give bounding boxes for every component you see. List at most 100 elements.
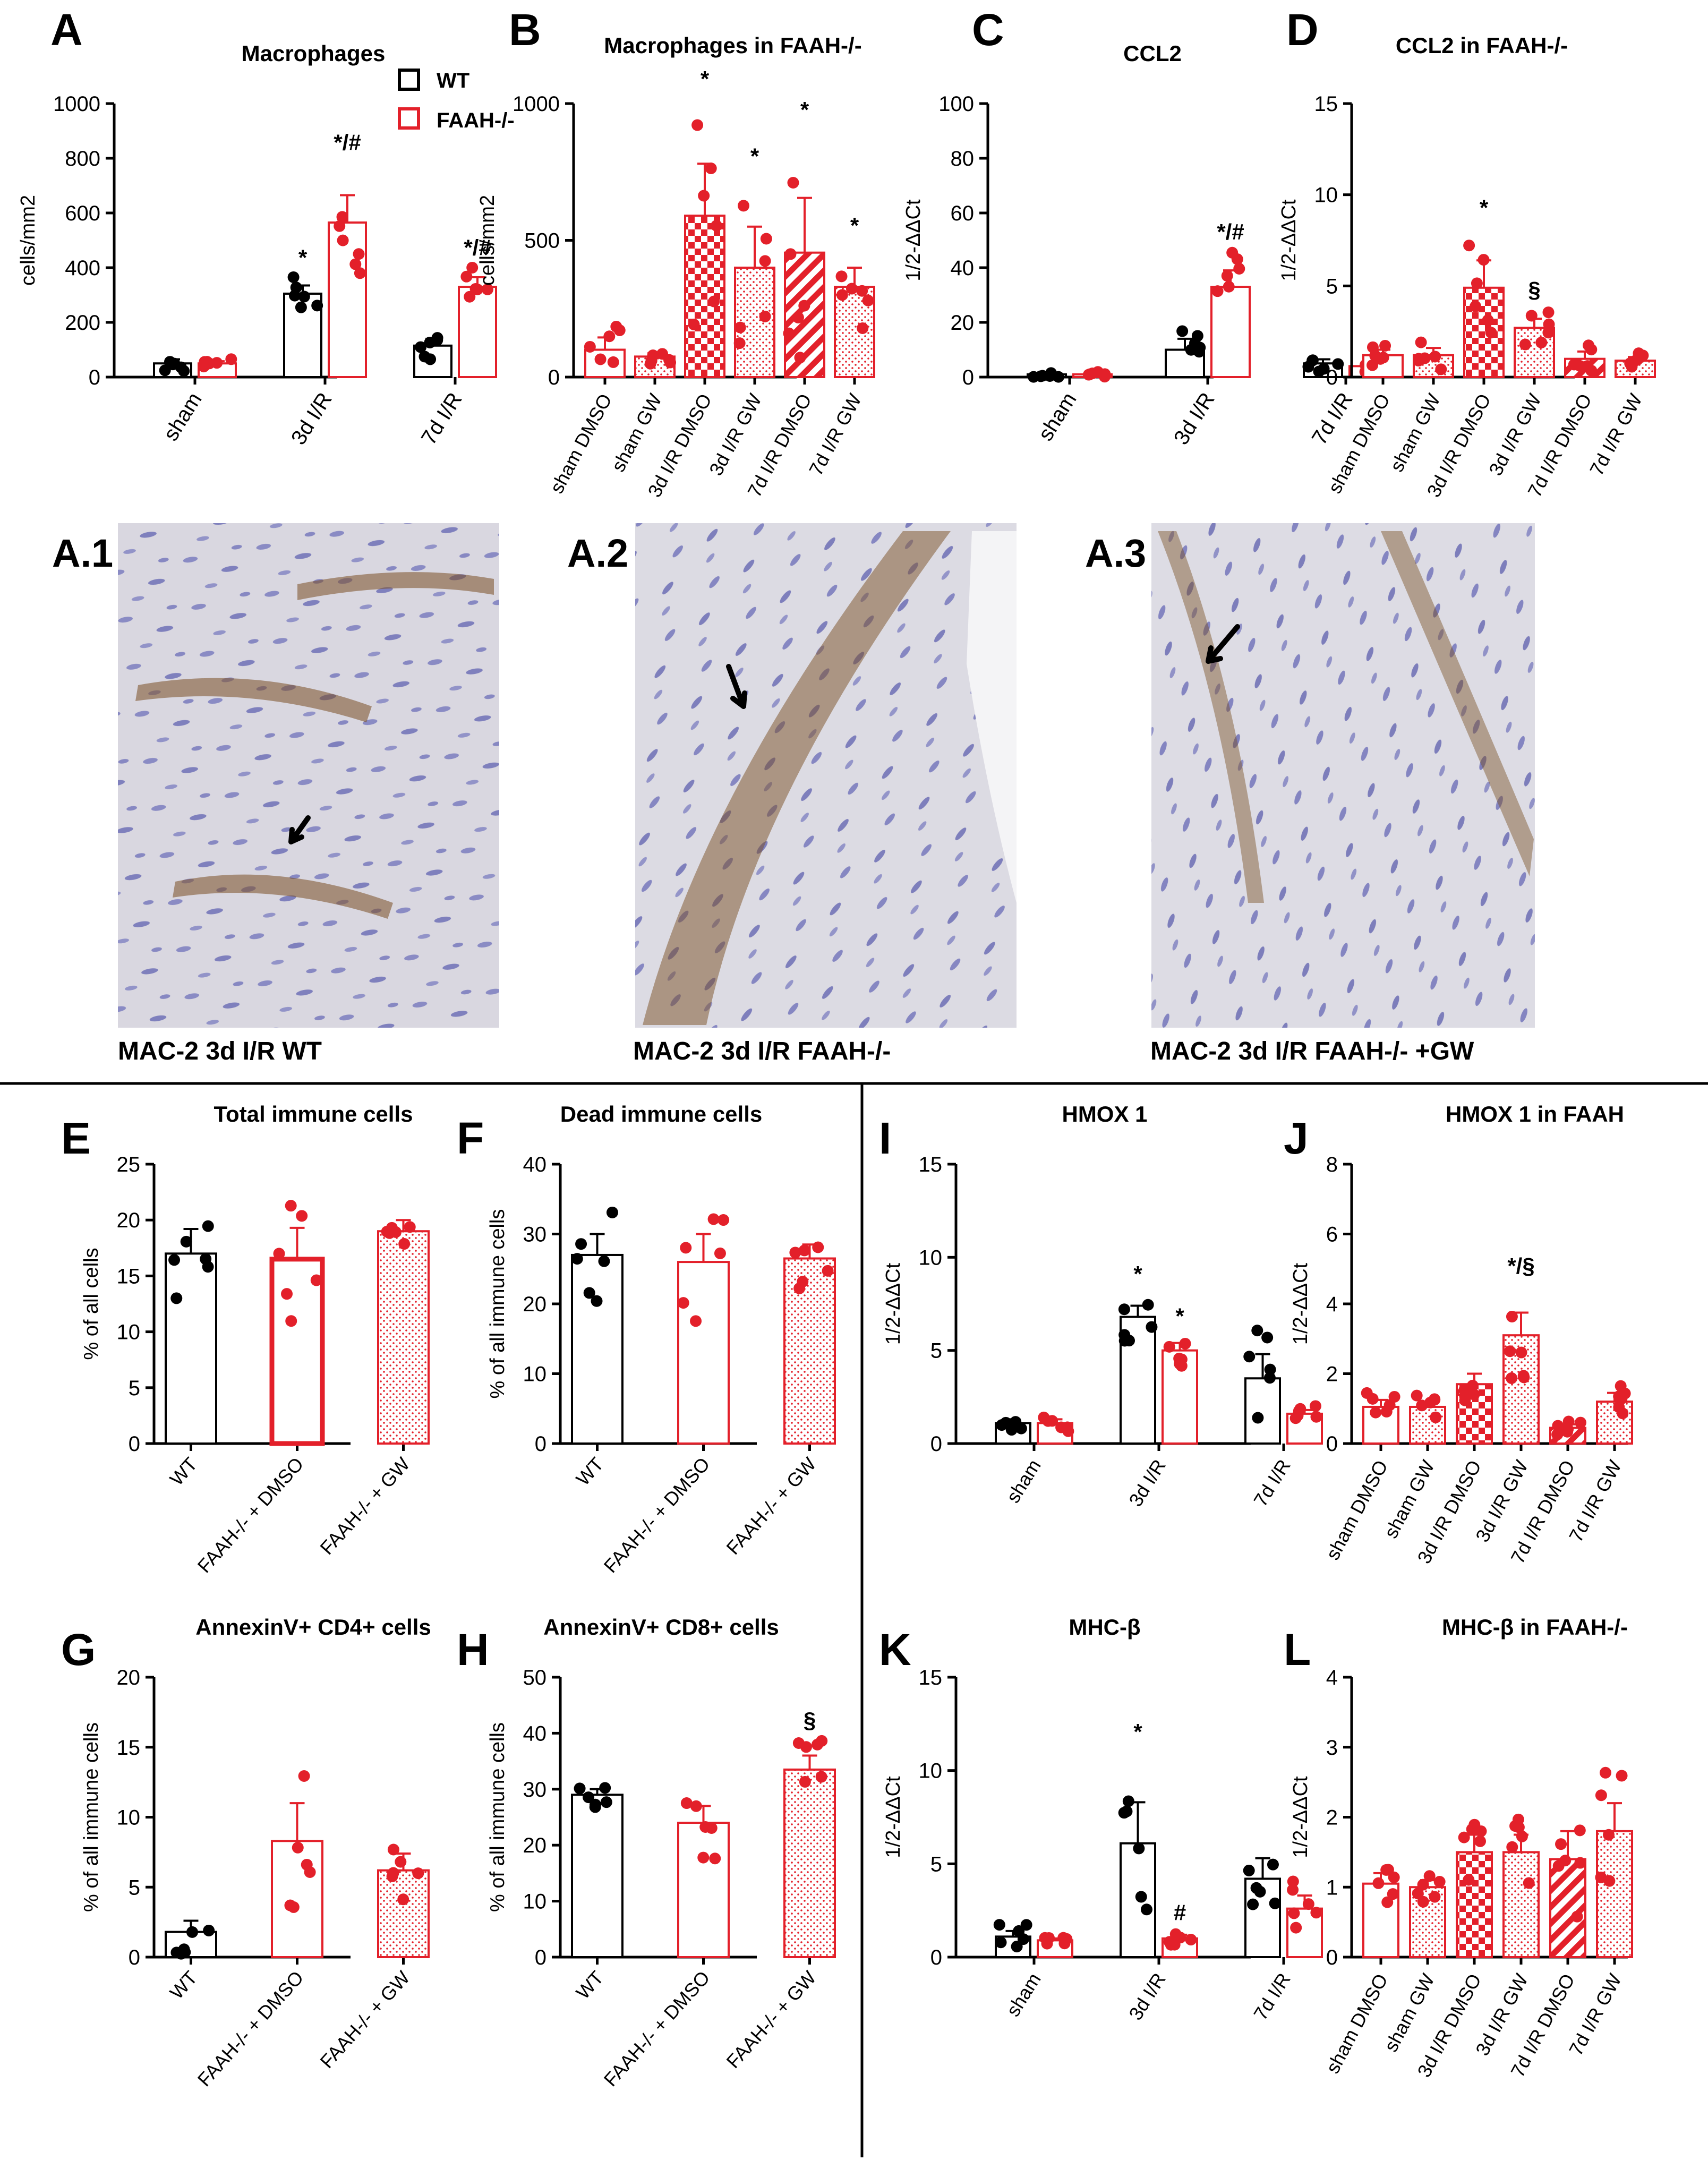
- data-point: [349, 258, 362, 270]
- data-point: [285, 1200, 297, 1212]
- data-point: [584, 340, 596, 353]
- data-point: [1542, 306, 1555, 319]
- panel-letter: E: [61, 1113, 91, 1163]
- y-tick-label: 8: [1326, 1153, 1338, 1176]
- data-point: [1523, 1877, 1535, 1889]
- panel-letter: F: [457, 1113, 484, 1163]
- data-point: [690, 1800, 702, 1812]
- data-point: [202, 1220, 214, 1232]
- data-point: [797, 1276, 809, 1288]
- data-point: [1039, 1932, 1051, 1944]
- chart-title: MHC-β: [1069, 1615, 1140, 1640]
- micrograph-a1-caption: MAC-2 3d I/R WT: [118, 1037, 322, 1065]
- x-tick-label: FAAH-/- + DMSO: [193, 1453, 308, 1577]
- data-point: [1561, 1425, 1574, 1438]
- y-tick-label: 40: [523, 1153, 547, 1176]
- arrow-icon: [288, 815, 311, 844]
- micrograph-a3-stain: [1158, 531, 1534, 903]
- y-tick-label: 15: [1314, 92, 1338, 116]
- data-point: [1504, 1345, 1516, 1358]
- chart-panel-b: B Macrophages in FAAH-/- 0 500 1000 cells/mm2…: [476, 5, 875, 501]
- data-point: [1616, 1770, 1628, 1782]
- data-point: [610, 320, 622, 332]
- y-tick-label: 0: [930, 1432, 942, 1456]
- panel-letter: K: [879, 1625, 911, 1675]
- data-point: [759, 255, 771, 267]
- data-point: [1292, 1410, 1304, 1422]
- data-point: [1603, 1875, 1616, 1887]
- data-point: [1474, 1835, 1487, 1847]
- data-point: [784, 248, 797, 260]
- legend-swatch-wt: [398, 69, 420, 91]
- data-point: [812, 1241, 824, 1253]
- chart-title: CCL2 in FAAH-/-: [1396, 33, 1568, 58]
- significance-label: */#: [334, 130, 361, 155]
- data-point: [1264, 1363, 1276, 1376]
- data-point: [175, 361, 187, 373]
- data-point: [298, 1770, 310, 1782]
- y-tick-label: 0: [89, 366, 100, 389]
- y-tick-label: 80: [951, 147, 975, 170]
- data-point: [1179, 1337, 1191, 1350]
- bar: [571, 1253, 624, 1445]
- data-point: [1038, 1411, 1050, 1423]
- data-point: [1011, 1941, 1023, 1953]
- data-point: [1516, 1830, 1528, 1842]
- panel-letter: D: [1286, 5, 1319, 55]
- data-point: [1185, 1934, 1197, 1946]
- y-tick-label: 100: [938, 92, 974, 116]
- bar: [677, 1261, 730, 1445]
- data-point: [397, 1893, 409, 1906]
- data-point: [178, 1943, 190, 1956]
- significance-label: #: [1174, 1900, 1186, 1925]
- y-tick-label: 20: [951, 311, 975, 335]
- data-point: [295, 301, 307, 313]
- data-point: [1518, 1371, 1530, 1384]
- data-point: [607, 356, 619, 368]
- data-point: [292, 1841, 304, 1854]
- data-point: [1133, 1842, 1145, 1855]
- data-point: [1310, 1907, 1322, 1919]
- data-point: [1433, 1875, 1446, 1888]
- y-tick-label: 5: [930, 1339, 942, 1363]
- y-tick-label: 400: [65, 257, 100, 280]
- y-tick-label: 60: [951, 202, 975, 225]
- x-tick-label: sham DMSO: [1321, 1457, 1392, 1564]
- data-point: [1380, 1864, 1393, 1876]
- micrograph-a2-vessel: [967, 531, 1017, 903]
- x-tick-label: 3d I/R: [1124, 1456, 1170, 1510]
- data-point: [787, 176, 799, 189]
- x-tick-label: 7d I/R: [1249, 1456, 1295, 1510]
- data-point: [1411, 1389, 1423, 1402]
- chart-title: Dead immune cells: [560, 1102, 762, 1126]
- data-point: [431, 334, 443, 346]
- data-point: [1247, 1898, 1259, 1910]
- data-point: [591, 1295, 603, 1307]
- x-tick-label: FAAH-/- + DMSO: [600, 1453, 714, 1577]
- data-point: [1367, 1393, 1379, 1405]
- data-point: [599, 1782, 611, 1794]
- data-point: [1429, 351, 1441, 363]
- bar: [1409, 1405, 1446, 1445]
- data-point: [180, 1235, 192, 1248]
- micrograph-a1: A.1 MAC-2 3d I/R WT: [52, 523, 499, 1065]
- data-point: [1599, 1766, 1611, 1779]
- chart-panel-f: F Dead immune cells 0 10 20 30 40 % of all immu…: [457, 1102, 836, 1577]
- data-point: [574, 1782, 586, 1795]
- data-point: [583, 1791, 595, 1804]
- data-point: [1169, 1928, 1182, 1940]
- significance-label: *: [701, 66, 710, 91]
- data-point: [395, 1856, 407, 1868]
- data-point: [285, 1315, 297, 1327]
- micrograph-a3: A.3 MAC-2 3d I/R FAAH-/- +GW: [1085, 523, 1535, 1065]
- data-point: [387, 1843, 399, 1856]
- data-point: [707, 1213, 720, 1225]
- y-axis-label: 1/2-ΔΔCt: [902, 199, 925, 281]
- data-point: [298, 291, 310, 303]
- data-point: [600, 1796, 612, 1808]
- chart-panel-h: H AnnexinV+ CD8+ cells 0 10 20 30 40 50 % of all…: [457, 1615, 836, 2090]
- data-point: [1290, 1922, 1302, 1934]
- data-point: [1122, 1795, 1134, 1807]
- significance-label: §: [804, 1707, 816, 1732]
